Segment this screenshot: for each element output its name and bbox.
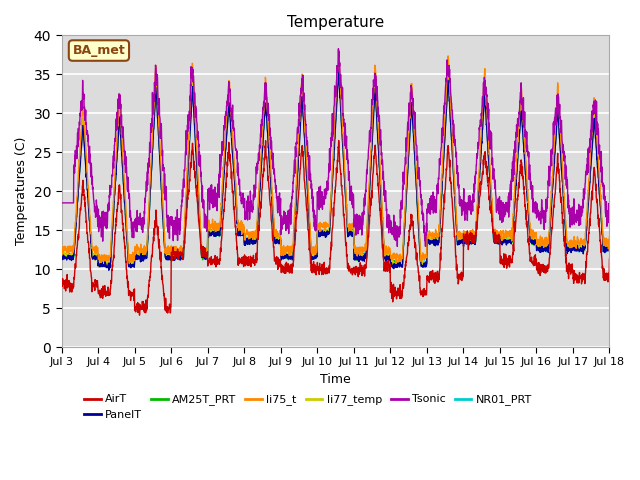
Legend: AirT, PanelT, AM25T_PRT, li75_t, li77_temp, Tsonic, NR01_PRT: AirT, PanelT, AM25T_PRT, li75_t, li77_te… xyxy=(80,390,536,424)
Text: BA_met: BA_met xyxy=(72,44,125,57)
Y-axis label: Temperatures (C): Temperatures (C) xyxy=(15,137,28,245)
X-axis label: Time: Time xyxy=(320,373,351,386)
Title: Temperature: Temperature xyxy=(287,15,384,30)
